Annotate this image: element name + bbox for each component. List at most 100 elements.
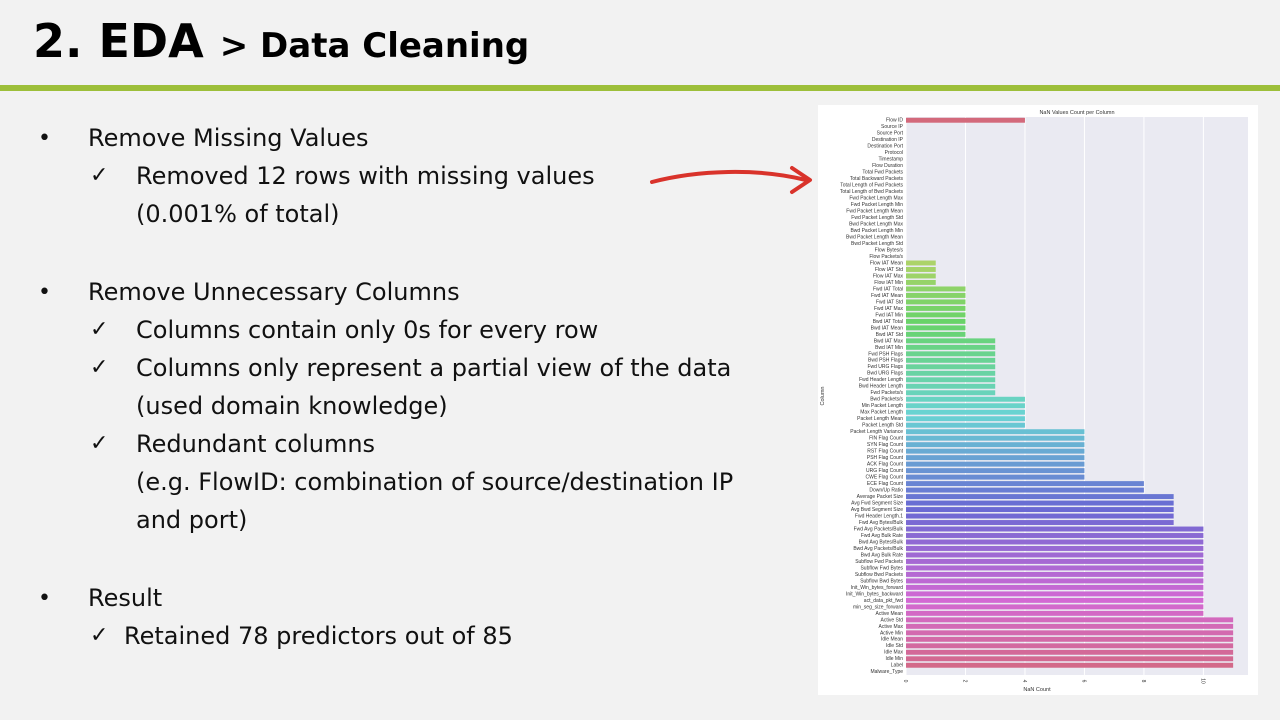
bar [906, 338, 996, 344]
bar [906, 422, 1025, 428]
category-label: SYN Flag Count [867, 442, 904, 448]
category-label: Fwd IAT Max [874, 306, 903, 312]
bar [906, 584, 1204, 590]
category-label: Average Packet Size [857, 494, 904, 500]
bullet-dot: • [38, 586, 51, 611]
category-label: Fwd URG Flags [867, 364, 903, 370]
bar [906, 377, 996, 383]
category-label: Packet Length Std [862, 423, 903, 429]
item-text: (0.001% of total) [136, 200, 340, 228]
category-label: Source IP [881, 124, 904, 130]
item-text: and port) [136, 506, 248, 534]
category-label: Subflow Bwd Bytes [860, 578, 903, 584]
bar [906, 643, 1234, 649]
category-label: Down/Up Ratio [869, 488, 903, 494]
category-label: act_data_pkt_fwd [864, 598, 903, 604]
bar [906, 597, 1204, 603]
red-arrow-icon [650, 166, 812, 194]
bar [906, 578, 1204, 584]
category-label: Fwd Header Length [859, 377, 903, 383]
category-label: Bwd Avg Bytes/Bulk [859, 539, 904, 545]
bar [906, 390, 996, 396]
category-label: Idle Mean [881, 637, 903, 643]
category-label: Flow IAT Mean [870, 260, 903, 266]
category-label: Subflow Fwd Bytes [860, 565, 903, 571]
bar [906, 468, 1085, 474]
bar [906, 604, 1204, 610]
category-label: Idle Min [885, 656, 903, 662]
category-label: Label [891, 663, 903, 669]
bar [906, 474, 1085, 480]
slide-title-bar: 2. EDA > Data Cleaning [0, 0, 1280, 86]
bar [906, 461, 1085, 467]
bar [906, 565, 1204, 571]
category-label: Idle Max [884, 650, 903, 656]
category-label: Destination IP [872, 137, 904, 143]
category-label: Active Max [879, 624, 904, 630]
category-label: Fwd Packets/s [870, 390, 903, 396]
bullet-dot: • [38, 126, 51, 151]
category-label: Bwd Packet Length Min [850, 228, 903, 234]
category-label: Fwd Header Length.1 [855, 513, 903, 519]
bar [906, 312, 966, 318]
category-label: Bwd IAT Std [876, 332, 904, 338]
x-axis-label: NaN Count [1023, 687, 1051, 693]
category-label: Subflow Fwd Packets [855, 559, 903, 565]
bar [906, 279, 936, 285]
x-tick-label: 0 [902, 680, 908, 683]
bar [906, 442, 1085, 448]
category-label: ECE Flag Count [867, 481, 904, 487]
bar [906, 429, 1085, 435]
bar [906, 623, 1234, 629]
category-label: min_seg_size_forward [853, 604, 903, 610]
category-label: Flow Packets/s [869, 254, 903, 260]
checkmark-icon: ✓ [90, 623, 109, 648]
checkmark-icon: ✓ [90, 431, 109, 456]
category-label: FIN Flag Count [869, 436, 904, 442]
bar [906, 500, 1174, 506]
title-main-text: 2. EDA [33, 14, 204, 68]
section-heading: Remove Missing Values [88, 124, 369, 152]
bar [906, 357, 996, 363]
item-text: Retained 78 predictors out of 85 [124, 622, 513, 650]
item-text: Redundant columns [136, 430, 376, 458]
title-sub-text: > Data Cleaning [219, 26, 530, 66]
bar [906, 630, 1234, 636]
category-label: Bwd Header Length [859, 384, 903, 390]
category-label: CWE Flag Count [865, 475, 903, 481]
checkmark-icon: ✓ [90, 355, 109, 380]
category-label: Flow Bytes/s [875, 247, 904, 253]
bar [906, 383, 996, 389]
category-label: Bwd PSH Flags [868, 358, 904, 364]
bar [906, 539, 1204, 545]
category-label: Flow Duration [872, 163, 903, 169]
checkmark-icon: ✓ [90, 163, 109, 188]
bar [906, 487, 1144, 493]
bar [906, 546, 1204, 551]
bar [906, 662, 1234, 668]
bar [906, 299, 966, 305]
category-label: Destination Port [867, 144, 903, 150]
category-label: Avg Bwd Segment Size [851, 507, 903, 513]
category-label: Protocol [885, 150, 903, 156]
category-label: Bwd IAT Mean [871, 325, 904, 331]
category-label: Bwd IAT Total [873, 319, 903, 325]
bar [906, 520, 1174, 525]
category-label: Fwd Avg Bytes/Bulk [859, 520, 904, 526]
x-tick-label: 4 [1021, 680, 1027, 683]
category-label: PSH Flag Count [867, 455, 904, 461]
category-label: Idle Std [886, 643, 903, 649]
x-tick-label: 8 [1140, 680, 1146, 683]
chart-title: NaN Values Count per Column [1039, 110, 1114, 116]
bar [906, 292, 966, 298]
plot-area [906, 117, 1248, 675]
title-divider [0, 85, 1280, 91]
category-label: Total Length of Fwd Packets [840, 183, 903, 189]
category-label: Fwd Packet Length Std [851, 215, 903, 221]
bar [906, 325, 966, 331]
bar [906, 260, 936, 266]
category-label: Max Packet Length [860, 410, 903, 416]
bar [906, 481, 1144, 487]
category-label: Init_Win_bytes_backward [846, 591, 903, 597]
